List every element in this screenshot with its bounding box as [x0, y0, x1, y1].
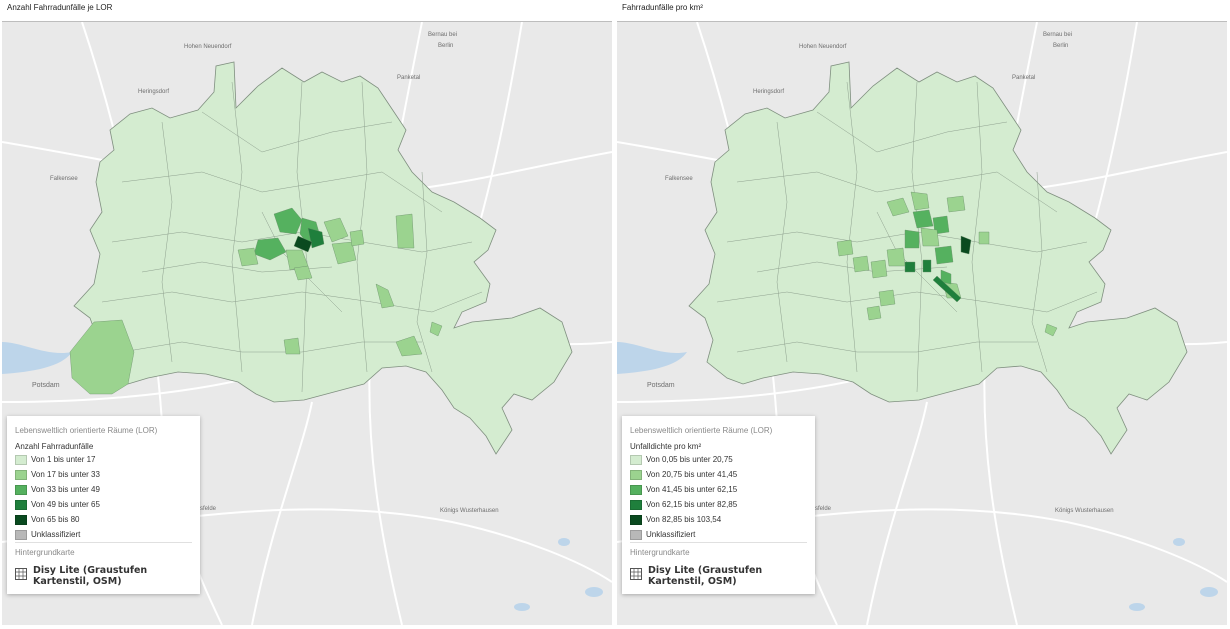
legend-item: Unklassifiziert — [630, 527, 737, 542]
legend-item: Von 82,85 bis 103,54 — [630, 512, 737, 527]
place-label: Bernau bei — [428, 32, 458, 38]
map-view[interactable]: Hohen Neuendorf Bernau bei Berlin Panket… — [2, 22, 612, 625]
place-label: Falkensee — [665, 176, 693, 182]
basemap-label: Kartenstil, OSM) — [33, 576, 122, 587]
legend-swatch — [630, 499, 642, 510]
place-label: Potsdam — [32, 382, 60, 389]
place-label: Bernau bei — [1043, 32, 1073, 38]
legend-item-label: Von 65 bis 80 — [31, 515, 80, 524]
place-label: sfelde — [815, 506, 832, 512]
panel-divider — [612, 0, 617, 629]
legend-divider — [630, 542, 807, 543]
legend-title: Anzahl Fahrradunfälle — [15, 442, 94, 451]
density-hotspots — [836, 191, 1058, 337]
legend-layer-group: Lebensweltlich orientierte Räume (LOR) — [15, 426, 158, 435]
legend-swatch — [15, 469, 27, 480]
legend-item: Von 0,05 bis unter 20,75 — [630, 452, 737, 467]
legend-item-label: Von 0,05 bis unter 20,75 — [646, 455, 733, 464]
legend-item: Von 65 bis 80 — [15, 512, 100, 527]
panel-title: Anzahl Fahrradunfälle je LOR — [7, 3, 113, 12]
basemap-label: Disy Lite (Graustufen — [648, 565, 763, 576]
legend-swatch — [15, 499, 27, 510]
legend-swatch — [15, 484, 27, 495]
legend-item-label: Unklassifiziert — [646, 530, 696, 539]
legend-item: Von 33 bis unter 49 — [15, 482, 100, 497]
basemap-entry[interactable]: Disy Lite (Graustufen Kartenstil, OSM) — [630, 565, 762, 587]
legend-swatch — [630, 514, 642, 525]
panel-title: Fahrradunfälle pro km² — [622, 3, 703, 12]
map-panel-accident-count: Anzahl Fahrradunfälle je LOR — [2, 0, 612, 629]
legend-item-label: Von 17 bis unter 33 — [31, 470, 100, 479]
legend-swatch — [630, 529, 642, 540]
place-label: Hohen Neuendorf — [799, 44, 847, 50]
legend-divider — [15, 542, 192, 543]
legend-item: Von 49 bis unter 65 — [15, 497, 100, 512]
legend-item-label: Von 33 bis unter 49 — [31, 485, 100, 494]
grid-icon — [630, 568, 642, 580]
legend-item-label: Von 82,85 bis 103,54 — [646, 515, 722, 524]
place-label: Berlin — [438, 43, 454, 49]
accident-hotspots — [69, 207, 443, 395]
place-label: sfelde — [200, 506, 217, 512]
legend-item: Von 17 bis unter 33 — [15, 467, 100, 482]
place-label: Hohen Neuendorf — [184, 44, 232, 50]
legend-item: Von 41,45 bis unter 62,15 — [630, 482, 737, 497]
legend-swatch — [630, 469, 642, 480]
berlin-outline — [73, 61, 573, 455]
place-label: Königs Wusterhausen — [440, 508, 499, 514]
map-legend: Lebensweltlich orientierte Räume (LOR) A… — [7, 416, 200, 594]
title-divider — [617, 21, 1227, 22]
place-label: Königs Wusterhausen — [1055, 508, 1114, 514]
legend-item-label: Von 41,45 bis unter 62,15 — [646, 485, 738, 494]
place-label: Falkensee — [50, 176, 78, 182]
place-label: Panketal — [397, 75, 421, 81]
title-divider — [2, 21, 612, 22]
legend-item-label: Unklassifiziert — [31, 530, 81, 539]
place-label: Berlin — [1053, 43, 1069, 49]
basemap-entry[interactable]: Disy Lite (Graustufen Kartenstil, OSM) — [15, 565, 147, 587]
map-panel-accident-density: Fahrradunfälle pro km² — [617, 0, 1227, 629]
legend-swatch — [15, 454, 27, 465]
lor-boundaries — [101, 81, 483, 393]
legend-item: Von 1 bis unter 17 — [15, 452, 100, 467]
map-legend: Lebensweltlich orientierte Räume (LOR) U… — [622, 416, 815, 594]
legend-title: Unfalldichte pro km² — [630, 442, 702, 451]
legend-swatch — [630, 484, 642, 495]
place-label: Heringsdorf — [753, 89, 785, 95]
legend-layer-group: Lebensweltlich orientierte Räume (LOR) — [630, 426, 773, 435]
legend-item-label: Von 20,75 bis unter 41,45 — [646, 470, 738, 479]
place-label: Panketal — [1012, 75, 1036, 81]
legend-item-label: Von 1 bis unter 17 — [31, 455, 96, 464]
legend-item: Von 20,75 bis unter 41,45 — [630, 467, 737, 482]
grid-icon — [15, 568, 27, 580]
place-label: Potsdam — [647, 382, 675, 389]
basemap-heading: Hintergrundkarte — [630, 548, 690, 557]
legend-swatch — [15, 514, 27, 525]
basemap-label: Kartenstil, OSM) — [648, 576, 737, 587]
legend-item: Von 62,15 bis unter 82,85 — [630, 497, 737, 512]
basemap-heading: Hintergrundkarte — [15, 548, 75, 557]
place-label: Heringsdorf — [138, 89, 170, 95]
legend-item: Unklassifiziert — [15, 527, 100, 542]
legend-swatch — [630, 454, 642, 465]
map-view[interactable]: Hohen Neuendorf Bernau bei Berlin Panket… — [617, 22, 1227, 625]
legend-item-label: Von 49 bis unter 65 — [31, 500, 100, 509]
legend-swatch — [15, 529, 27, 540]
legend-item-label: Von 62,15 bis unter 82,85 — [646, 500, 738, 509]
basemap-label: Disy Lite (Graustufen — [33, 565, 148, 576]
map-canvas[interactable] — [2, 22, 612, 625]
